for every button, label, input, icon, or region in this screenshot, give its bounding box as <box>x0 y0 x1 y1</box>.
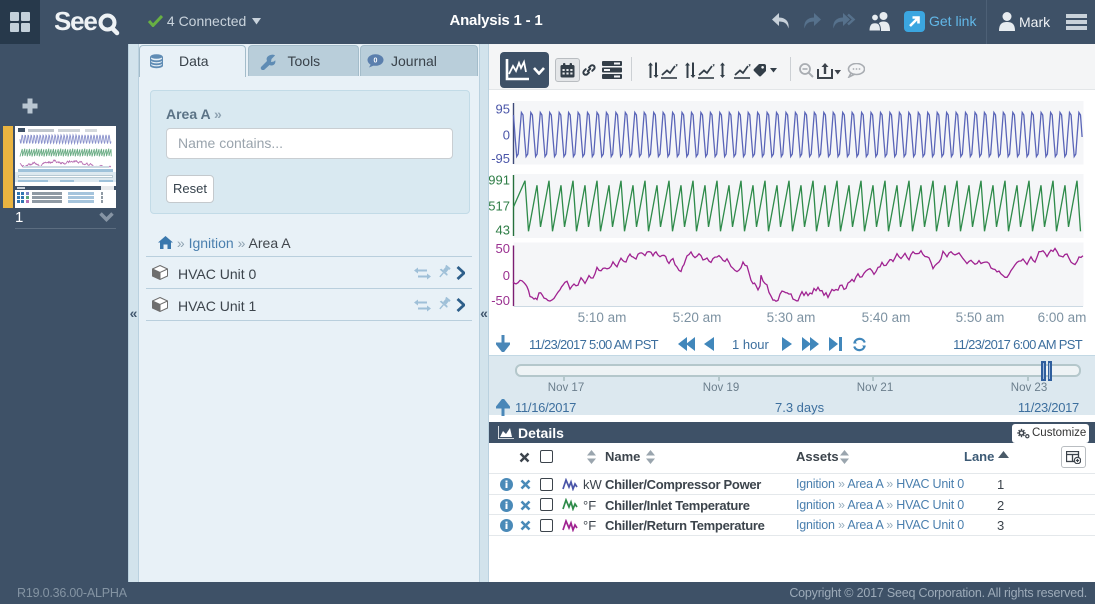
svg-text:0: 0 <box>503 128 510 143</box>
svg-text:5:50 am: 5:50 am <box>956 310 1005 325</box>
svg-text:5:10 am: 5:10 am <box>578 310 627 325</box>
svg-text:991: 991 <box>489 173 510 188</box>
svg-text:95: 95 <box>496 102 510 117</box>
svg-text:43: 43 <box>496 223 510 238</box>
svg-text:5:20 am: 5:20 am <box>673 310 722 325</box>
svg-text:-95: -95 <box>491 151 510 166</box>
svg-text:5:40 am: 5:40 am <box>862 310 911 325</box>
svg-text:-50: -50 <box>491 293 510 308</box>
svg-text:6:00 am: 6:00 am <box>1038 310 1087 325</box>
svg-text:50: 50 <box>496 241 510 256</box>
svg-text:5:30 am: 5:30 am <box>767 310 816 325</box>
svg-text:0: 0 <box>503 268 510 283</box>
svg-text:0: 0 <box>374 58 378 65</box>
svg-text:517: 517 <box>489 199 510 214</box>
svg-text:See: See <box>55 7 97 36</box>
